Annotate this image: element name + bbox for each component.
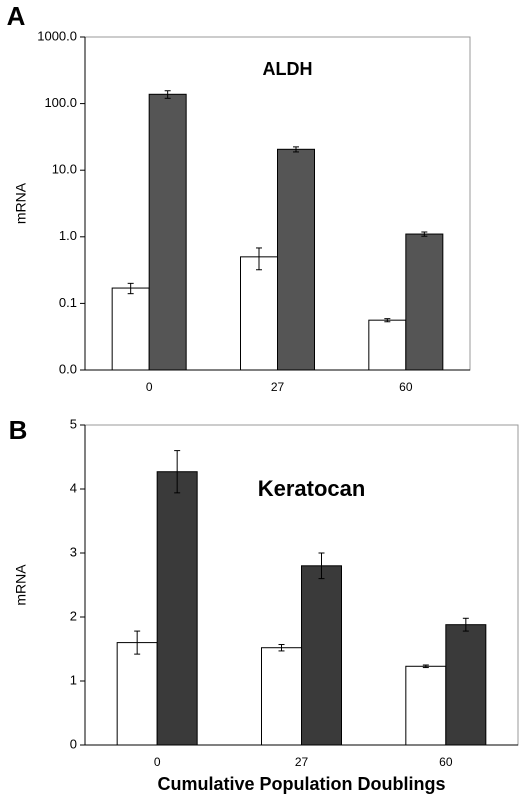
y-tick-label: 0 [70, 736, 77, 751]
bar [405, 233, 444, 371]
bar [156, 471, 198, 746]
y-tick-label: 5 [70, 416, 77, 431]
bar [261, 647, 302, 746]
y-tick-label: 3 [70, 544, 77, 559]
y-axis-label: mRNA [13, 564, 29, 606]
x-tick-label: 60 [439, 755, 453, 769]
x-tick-label: 27 [295, 755, 309, 769]
x-axis-label: Cumulative Population Doublings [158, 774, 446, 794]
y-tick-label: 100.0 [44, 95, 77, 110]
bar [116, 642, 158, 746]
chart-title: ALDH [263, 59, 313, 79]
y-tick-label: 4 [70, 480, 77, 495]
x-tick-label: 60 [399, 380, 413, 394]
bar [301, 565, 342, 746]
y-tick-label: 10.0 [52, 162, 77, 177]
chart-title: Keratocan [258, 476, 366, 501]
panel-label: A [7, 1, 26, 31]
y-tick-label: 1000.0 [37, 28, 77, 43]
bar [111, 287, 150, 371]
bar [277, 148, 315, 371]
panel-label: B [9, 415, 28, 445]
bar [405, 665, 447, 746]
x-tick-label: 0 [146, 380, 153, 394]
bar [240, 256, 278, 371]
bar [148, 93, 187, 371]
x-tick-label: 0 [154, 755, 161, 769]
x-tick-label: 27 [271, 380, 285, 394]
bar [445, 624, 487, 746]
y-tick-label: 2 [70, 608, 77, 623]
y-tick-label: 1.0 [59, 228, 77, 243]
bar [368, 319, 407, 371]
y-tick-label: 0.1 [59, 295, 77, 310]
y-tick-label: 0.0 [59, 361, 77, 376]
y-axis-label: mRNA [13, 182, 29, 224]
y-tick-label: 1 [70, 672, 77, 687]
